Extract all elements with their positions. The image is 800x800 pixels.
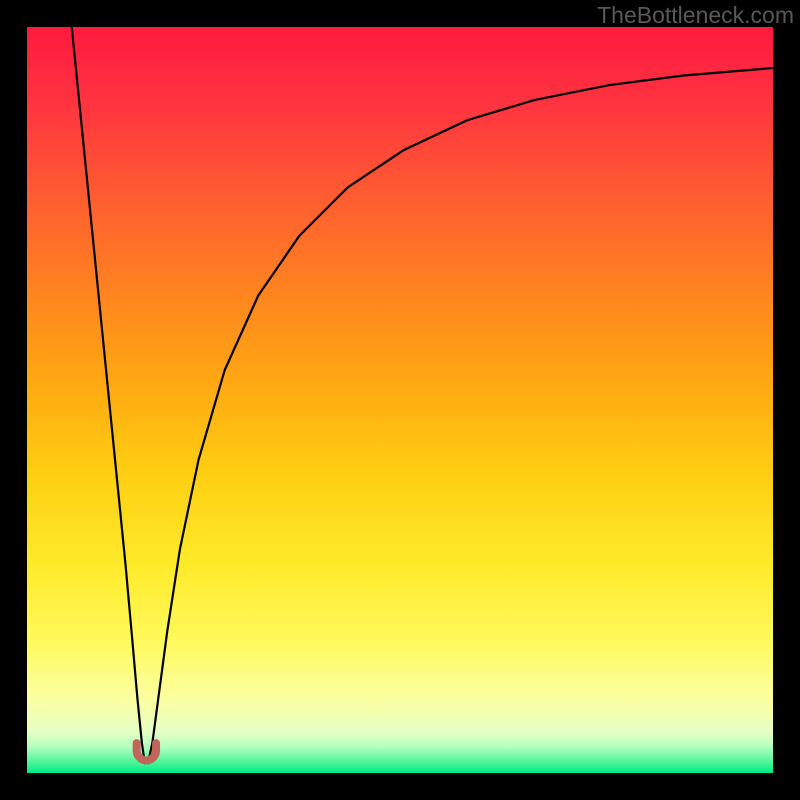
gradient-background	[27, 27, 773, 773]
watermark-text: TheBottleneck.com	[597, 2, 794, 29]
plot-area	[27, 27, 773, 773]
chart-svg	[27, 27, 773, 773]
